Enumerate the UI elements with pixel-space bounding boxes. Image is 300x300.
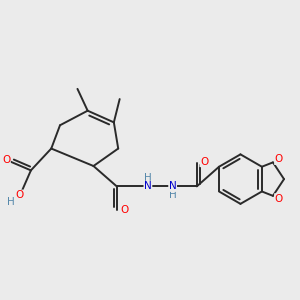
Text: O: O [2, 155, 10, 165]
Text: O: O [274, 154, 283, 164]
Text: O: O [15, 190, 23, 200]
Text: H: H [169, 190, 176, 200]
Text: O: O [120, 205, 128, 215]
Text: N: N [144, 182, 152, 191]
Text: H: H [7, 197, 14, 207]
Text: H: H [144, 173, 152, 183]
Text: O: O [274, 194, 283, 204]
Text: N: N [169, 182, 176, 191]
Text: O: O [200, 157, 208, 166]
